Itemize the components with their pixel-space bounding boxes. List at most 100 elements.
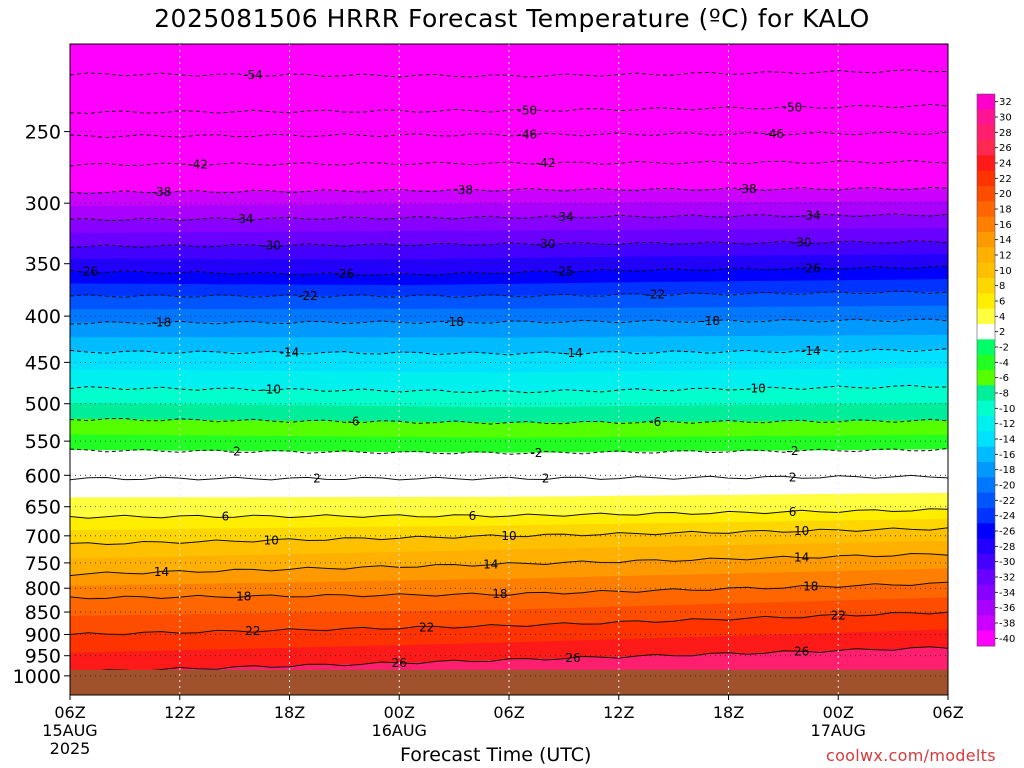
isotherm-label: -34 [801, 209, 821, 223]
isotherm-label: -46 [517, 128, 537, 142]
colorbar-swatch [977, 446, 995, 463]
credit-link[interactable]: coolwx.com/modelts [826, 746, 996, 765]
colorbar-label: 4 [999, 312, 1005, 323]
colorbar-label: -12 [999, 419, 1015, 430]
colorbar-swatch [977, 216, 995, 233]
colorbar-label: 6 [999, 297, 1005, 308]
isotherm-label: -46 [764, 127, 784, 141]
colorbar-label: -40 [999, 634, 1015, 645]
colorbar-swatch [977, 569, 995, 586]
isotherm-label: 26 [392, 656, 407, 670]
x-tick-date: 17AUG [811, 721, 866, 740]
surface-ground [70, 669, 948, 695]
isotherm-label: 2 [313, 472, 321, 486]
isotherm-label: -2 [530, 446, 542, 460]
colorbar-swatch [977, 155, 995, 172]
y-tick-label: 800 [25, 578, 61, 600]
colorbar-swatch [977, 615, 995, 632]
isotherm-label: -10 [746, 382, 766, 396]
isotherm-label: 26 [565, 651, 580, 665]
colorbar-swatch [977, 523, 995, 540]
colorbar-label: -14 [999, 435, 1015, 446]
isotherm-label: -34 [234, 212, 254, 226]
isotherm-line [70, 646, 948, 674]
colorbar-swatch [977, 385, 995, 402]
colorbar-legend: 32 30 28 26 24 22 20 18 16 14 12 10 8 6 4 2 -2 -4 -6 -8 -10 -… [976, 93, 1015, 647]
isotherm-label: -34 [554, 210, 574, 224]
y-tick-label: 450 [25, 352, 61, 374]
colorbar-swatch [977, 124, 995, 141]
isotherm-label: 14 [483, 557, 498, 571]
y-tick-label: 300 [25, 193, 61, 215]
colorbar-label: -34 [999, 588, 1015, 599]
isotherm-label: 2 [789, 470, 797, 484]
y-tick-label: 500 [25, 394, 61, 416]
isotherm-label: -25 [554, 264, 574, 278]
isotherm-label: 10 [264, 533, 279, 547]
x-axis-label: Forecast Time (UTC) [400, 744, 592, 766]
colorbar-swatch [977, 400, 995, 417]
isotherm-label: -6 [348, 415, 360, 429]
colorbar-swatch [977, 170, 995, 187]
isotherm-label: -42 [536, 156, 556, 170]
isotherm-label: -38 [453, 183, 473, 197]
y-tick-label: 250 [25, 122, 61, 144]
isotherm-label: -38 [737, 182, 757, 196]
isotherm-label: -22 [646, 288, 666, 302]
isotherm-label: -18 [152, 316, 172, 330]
isotherm-label: -26 [78, 265, 98, 279]
y-tick-label: 650 [25, 497, 61, 519]
isotherm-label: -38 [152, 185, 172, 199]
colorbar-label: 14 [999, 235, 1012, 246]
isotherm-label: -6 [649, 415, 661, 429]
isotherm-label: -18 [444, 315, 464, 329]
isotherm-label: -54 [243, 68, 263, 82]
colorbar-label: -38 [999, 619, 1015, 630]
y-tick-label: 600 [25, 465, 61, 487]
colorbar-swatch [977, 232, 995, 248]
colorbar-swatch [977, 630, 995, 647]
colorbar-label: 32 [999, 97, 1012, 108]
colorbar-label: 8 [999, 281, 1005, 292]
colorbar-label: 2 [999, 327, 1005, 338]
colorbar-swatch [977, 109, 995, 126]
x-tick-date: 16AUG [372, 721, 427, 740]
colorbar-label: -6 [999, 373, 1009, 384]
y-axis: 2503003504004505005506006507007508008509… [13, 122, 70, 688]
colorbar-swatch [977, 247, 995, 264]
colorbar-label: -2 [999, 343, 1009, 354]
isotherm-label: 2 [542, 471, 550, 485]
colorbar-swatch [977, 492, 995, 509]
isotherm-label: 22 [419, 620, 434, 634]
colorbar-label: -8 [999, 389, 1009, 400]
y-tick-label: 700 [25, 526, 61, 548]
y-tick-label: 750 [25, 553, 61, 575]
isotherm-label: -14 [801, 344, 821, 358]
colorbar-label: -10 [999, 404, 1015, 415]
band [70, 319, 948, 339]
colorbar-label: 30 [999, 113, 1012, 124]
colorbar-label: 26 [999, 143, 1012, 154]
x-tick-label: 18Z [713, 703, 744, 722]
y-tick-label: 550 [25, 431, 61, 453]
isotherm-label: -26 [335, 267, 355, 281]
colorbar-label: 10 [999, 266, 1012, 277]
isotherm-label: 18 [492, 587, 507, 601]
isotherm-label: 6 [222, 509, 230, 523]
colorbar-swatch [977, 431, 995, 448]
colorbar-label: 28 [999, 128, 1012, 139]
colorbar-label: -22 [999, 496, 1015, 507]
y-tick-label: 950 [25, 646, 61, 668]
colorbar-swatch [977, 600, 995, 616]
colorbar-swatch [977, 554, 995, 570]
isotherm-label: 22 [831, 608, 846, 622]
colorbar-label: -26 [999, 527, 1015, 538]
isotherm-label: -14 [563, 346, 583, 360]
x-tick-year: 2025 [50, 739, 91, 758]
isotherm-label: -14 [280, 346, 300, 360]
colorbar-swatch [977, 477, 995, 494]
colorbar-swatch [977, 186, 995, 202]
colorbar-swatch [977, 538, 995, 555]
isotherm-label: -18 [700, 314, 720, 328]
